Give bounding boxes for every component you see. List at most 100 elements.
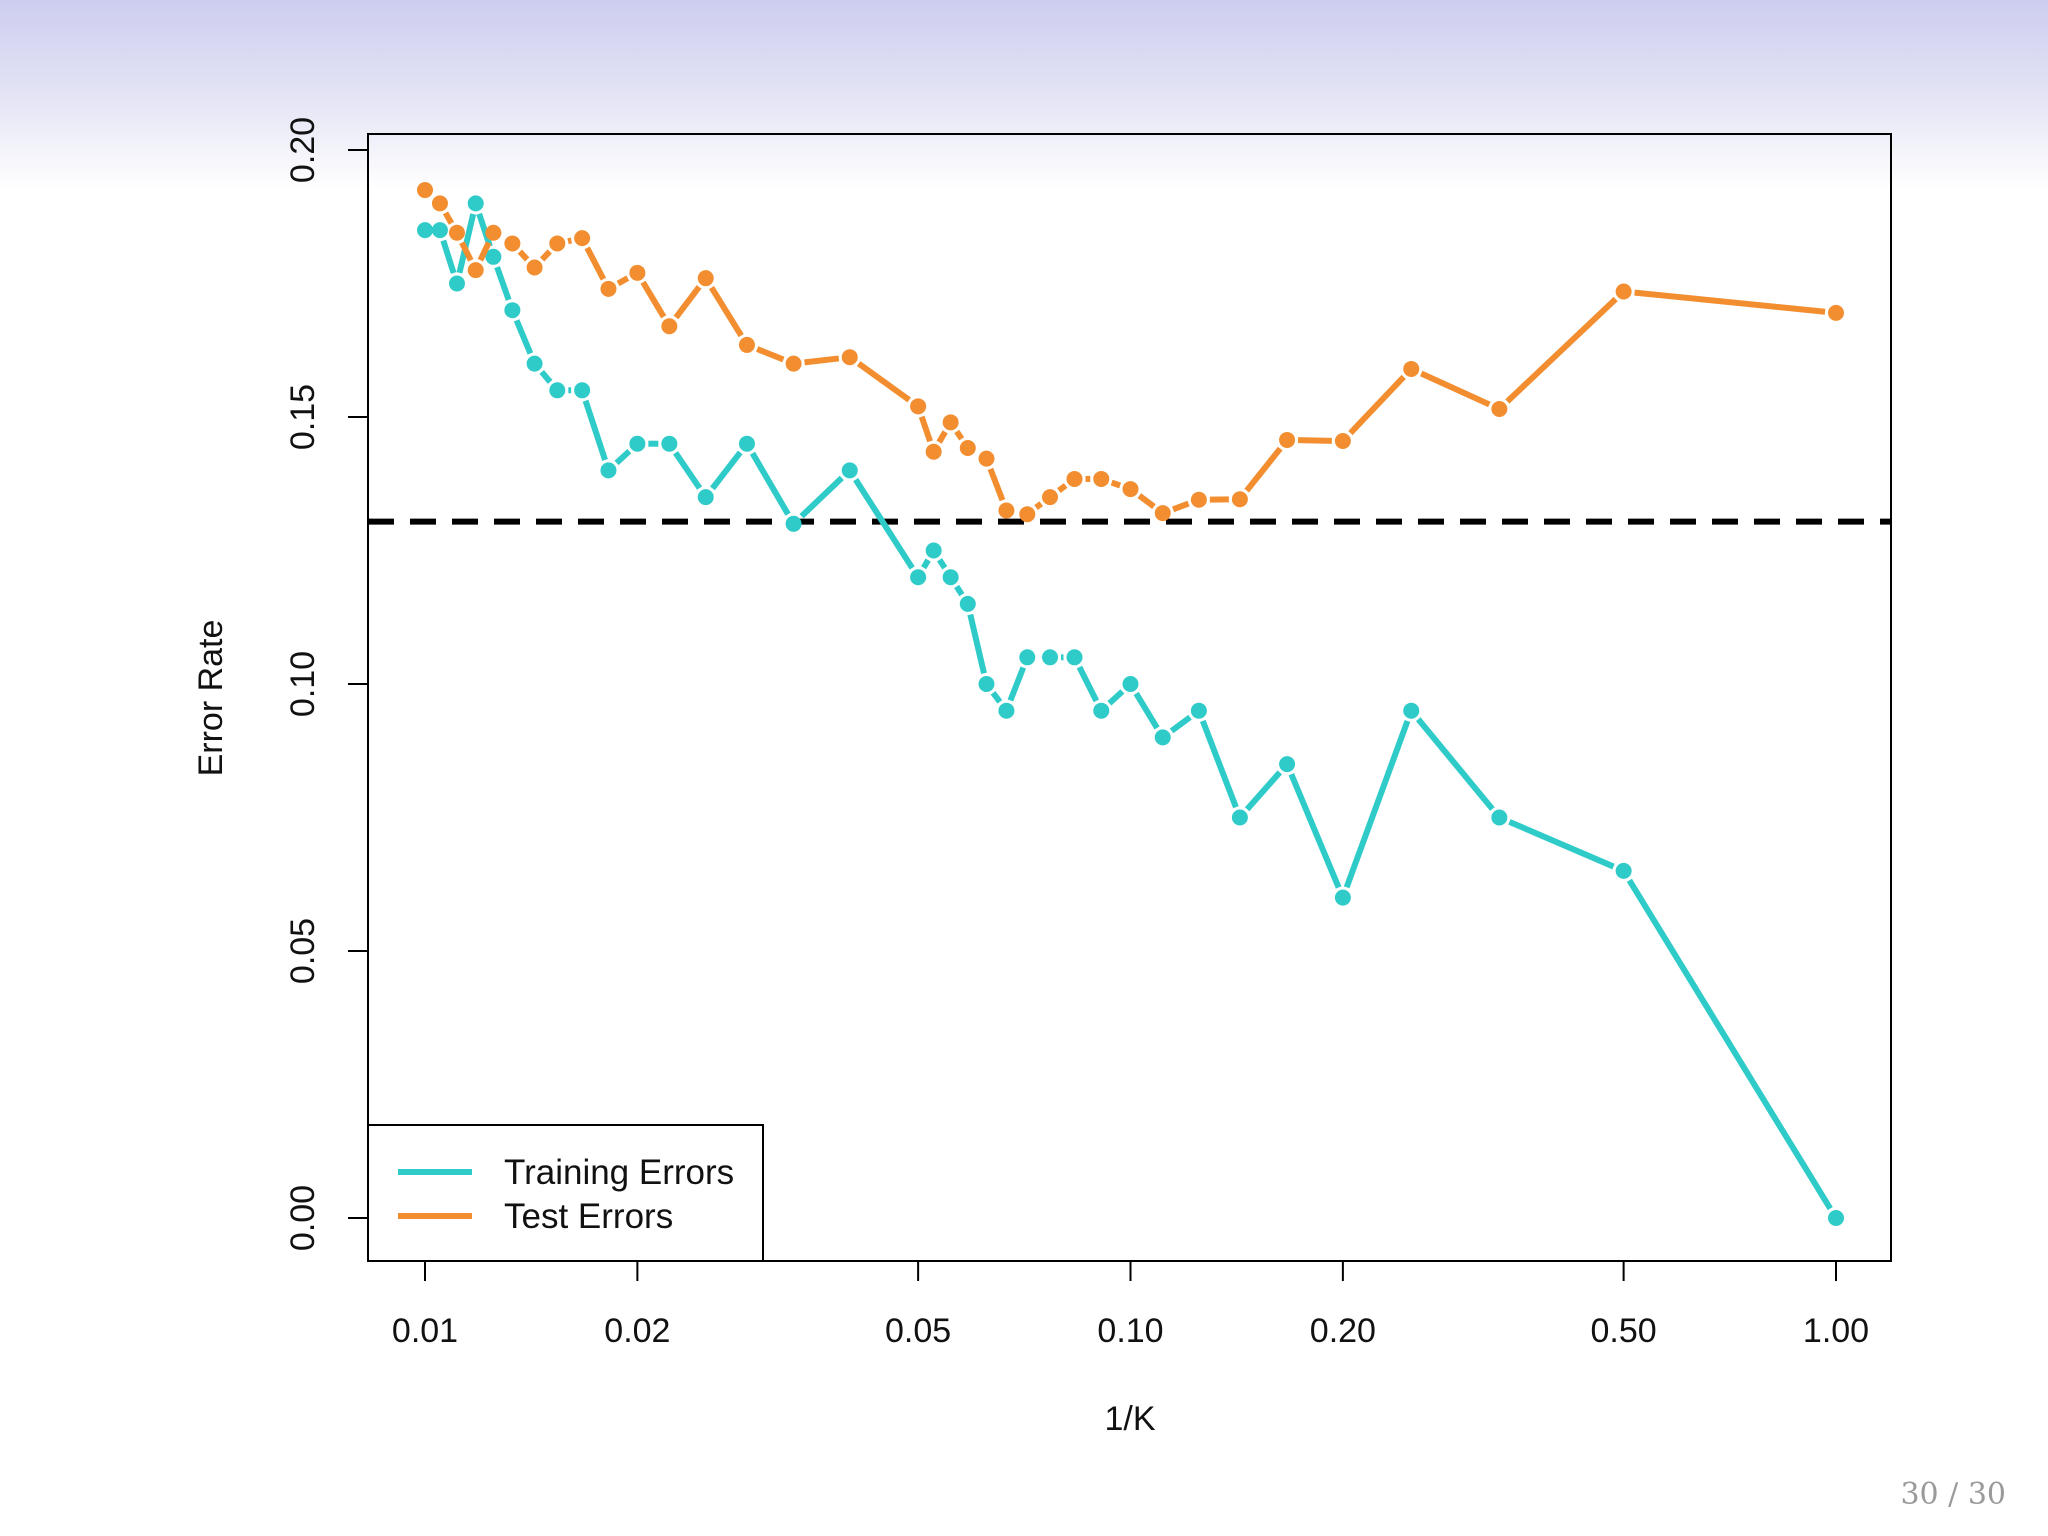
test-errors-point — [1279, 431, 1296, 448]
training-errors-point — [1615, 862, 1632, 879]
training-errors-segment — [937, 558, 948, 570]
test-errors-point — [1042, 489, 1059, 506]
test-errors-segment — [567, 237, 573, 245]
test-errors-segment — [616, 275, 630, 287]
training-errors-segment — [494, 266, 512, 301]
test-errors-segment — [708, 285, 744, 338]
test-errors-segment — [1244, 446, 1283, 493]
test-errors-segment — [640, 280, 667, 319]
training-errors-segment — [440, 239, 457, 274]
x-tick-label: 0.50 — [1591, 1312, 1657, 1350]
test-errors-point — [1154, 505, 1171, 522]
training-errors-point — [549, 382, 566, 399]
test-errors-segment — [1634, 289, 1826, 315]
y-axis-label: Error Rate — [192, 620, 230, 777]
page-number: 30 / 30 — [1900, 1477, 2006, 1512]
test-errors-point — [549, 235, 566, 252]
legend-box — [367, 1124, 764, 1262]
training-errors-point — [600, 462, 617, 479]
training-errors-segment — [1508, 819, 1615, 870]
test-errors-segment — [1110, 479, 1122, 489]
plot-frame — [367, 133, 1892, 1262]
test-errors-point — [1019, 506, 1036, 523]
training-errors-point — [959, 595, 976, 612]
training-errors-segment — [1007, 666, 1027, 702]
training-errors-point — [910, 569, 927, 586]
y-tick-label: 0.15 — [284, 384, 322, 450]
chart-layer: 0.01 0.02 0.05 0.10 0.20 0.50 1.00 0.00 0.05 0.10… — [192, 117, 1892, 1438]
test-errors-point — [1491, 400, 1508, 417]
test-errors-segment — [517, 249, 530, 262]
test-errors-point — [841, 349, 858, 366]
training-errors-segment — [476, 212, 493, 248]
test-errors-point — [1334, 433, 1351, 450]
test-errors-point — [629, 264, 646, 281]
training-errors-point — [526, 355, 543, 372]
training-errors-segment — [456, 213, 477, 274]
test-errors-segment — [1348, 374, 1406, 436]
training-errors-point — [448, 275, 465, 292]
training-errors-segment — [921, 558, 931, 570]
test-errors-point — [467, 262, 484, 279]
training-errors-point — [738, 435, 755, 452]
test-errors-point — [1828, 304, 1844, 321]
test-errors-point — [1122, 481, 1139, 498]
slide-header-band — [0, 0, 2048, 190]
test-errors-point — [574, 230, 591, 247]
x-tick-label: 0.10 — [1097, 1312, 1163, 1350]
training-errors-segment — [1107, 689, 1125, 706]
x-tick-label: 0.05 — [885, 1312, 951, 1350]
test-errors-segment — [918, 415, 933, 443]
training-errors-point — [1066, 649, 1083, 666]
training-errors-point — [661, 435, 678, 452]
test-errors-segment — [1057, 483, 1068, 493]
test-errors-segment — [1420, 370, 1491, 408]
training-errors-point — [1042, 649, 1059, 666]
training-errors-point — [1334, 889, 1351, 906]
training-errors-segment — [954, 584, 965, 597]
test-errors-point — [504, 235, 521, 252]
test-errors-segment — [673, 285, 702, 320]
training-errors-segment — [1200, 719, 1239, 809]
training-errors-segment — [582, 399, 608, 461]
test-errors-segment — [987, 467, 1006, 502]
training-errors-segment — [513, 319, 534, 355]
training-errors-segment — [1626, 878, 1833, 1211]
training-errors-segment — [967, 613, 987, 674]
training-errors-segment — [1076, 665, 1100, 703]
y-tick-label: 0.00 — [284, 1185, 322, 1251]
training-errors-point — [485, 248, 502, 265]
test-errors-point — [1231, 491, 1248, 508]
training-errors-segment — [990, 691, 1003, 704]
test-errors-point — [738, 336, 755, 353]
training-errors-segment — [614, 448, 632, 466]
training-errors-segment — [1415, 717, 1495, 811]
test-errors-segment — [1034, 501, 1044, 510]
test-errors-point — [978, 450, 995, 467]
test-errors-segment — [936, 430, 948, 444]
test-errors-segment — [954, 429, 965, 441]
legend-label-test-errors: Test Errors — [504, 1197, 673, 1236]
training-errors-point — [1491, 809, 1508, 826]
training-errors-point — [574, 382, 591, 399]
training-errors-point — [629, 435, 646, 452]
test-errors-segment — [539, 249, 552, 262]
training-errors-segment — [710, 450, 743, 491]
training-errors-segment — [1288, 773, 1342, 889]
x-tick-label: 0.02 — [604, 1312, 670, 1350]
test-errors-segment — [442, 211, 455, 225]
training-errors-segment — [799, 475, 844, 519]
y-tick-label: 0.20 — [284, 117, 322, 183]
training-errors-point — [1019, 649, 1036, 666]
training-errors-point — [998, 702, 1015, 719]
test-errors-segment — [1137, 493, 1156, 509]
training-errors-point — [1279, 756, 1296, 773]
test-errors-point — [1190, 491, 1207, 508]
training-errors-point — [697, 489, 714, 506]
training-errors-point — [841, 462, 858, 479]
x-tick-label: 0.01 — [392, 1312, 458, 1350]
training-errors-segment — [853, 478, 915, 570]
training-errors-segment — [1343, 719, 1411, 889]
training-errors-point — [417, 222, 433, 239]
training-errors-segment — [1244, 770, 1283, 812]
